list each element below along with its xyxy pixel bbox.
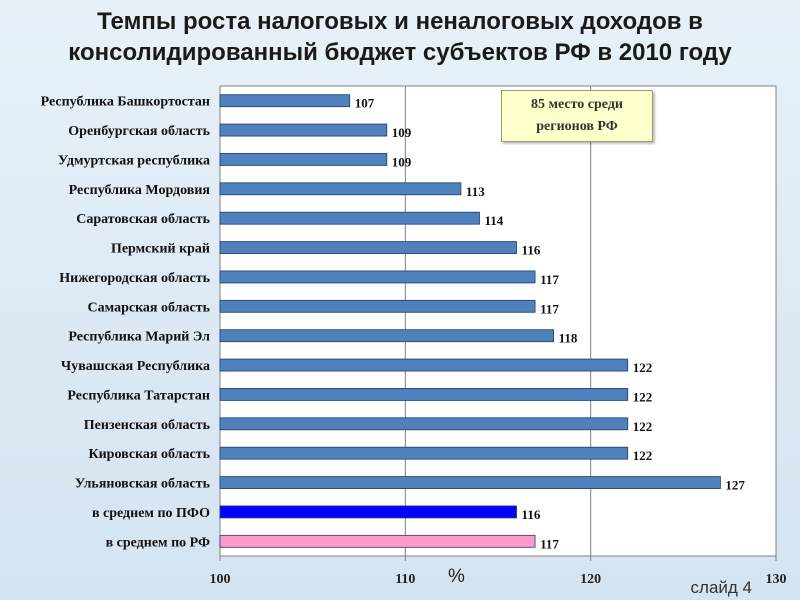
category-label: Кировская область (88, 447, 210, 462)
value-label: 122 (633, 448, 653, 463)
category-label: Нижегородская область (59, 271, 210, 286)
category-label: Чувашская Республика (61, 359, 210, 374)
bar (219, 446, 629, 460)
bar (219, 417, 629, 431)
value-label: 117 (540, 272, 559, 287)
rank-callout: 85 место среди регионов РФ (501, 90, 653, 142)
bar (219, 211, 480, 225)
value-label: 117 (540, 536, 559, 551)
value-label: 113 (466, 184, 485, 199)
category-label: Ульяновская область (75, 477, 211, 492)
bar (219, 241, 517, 254)
category-label: Пермский край (111, 242, 210, 257)
callout-line-1: 85 место среди (530, 97, 623, 112)
x-tick-label: 110 (395, 572, 415, 587)
value-label: 116 (522, 507, 541, 522)
value-label: 127 (725, 478, 745, 493)
bar (219, 299, 536, 313)
page-title: Темпы роста налоговых и неналоговых дохо… (68, 8, 732, 66)
category-label: Республика Башкортостан (41, 95, 210, 110)
x-tick-label: 120 (580, 572, 601, 587)
category-label: в среднем по ПФО (92, 506, 210, 521)
bar (219, 476, 721, 489)
category-label: Республика Мордовия (69, 183, 211, 198)
value-label: 117 (540, 301, 559, 316)
value-label: 116 (522, 243, 541, 258)
value-label: 109 (392, 154, 412, 169)
category-label: Республика Татарстан (67, 388, 210, 403)
x-tick-label: 100 (210, 572, 231, 587)
x-axis-label: % (448, 566, 465, 587)
value-label: 122 (633, 389, 653, 404)
category-label: в среднем по РФ (106, 535, 210, 550)
bar (219, 153, 388, 166)
value-label: 122 (633, 419, 653, 434)
bar (219, 505, 517, 519)
bar (219, 329, 555, 343)
slide-number: слайд 4 (690, 578, 752, 597)
category-label: Саратовская область (76, 212, 210, 227)
value-label: 118 (559, 331, 578, 346)
category-label: Самарская область (88, 300, 211, 315)
callout-line-2: регионов РФ (536, 119, 618, 134)
value-label: 114 (484, 213, 503, 228)
category-label: Оренбургская область (68, 124, 210, 139)
bar (219, 270, 536, 284)
value-label: 122 (633, 360, 653, 375)
bar (219, 94, 351, 108)
category-label: Пензенская область (84, 418, 211, 433)
value-label: 107 (355, 96, 375, 111)
bar (219, 182, 462, 196)
bar (219, 123, 388, 137)
value-label: 109 (392, 125, 412, 140)
x-tick-label: 130 (766, 572, 787, 587)
bar (219, 388, 629, 401)
bar (219, 358, 629, 372)
bar (219, 534, 536, 548)
category-label: Республика Марий Эл (68, 330, 210, 345)
category-label: Удмуртская республика (58, 153, 210, 168)
